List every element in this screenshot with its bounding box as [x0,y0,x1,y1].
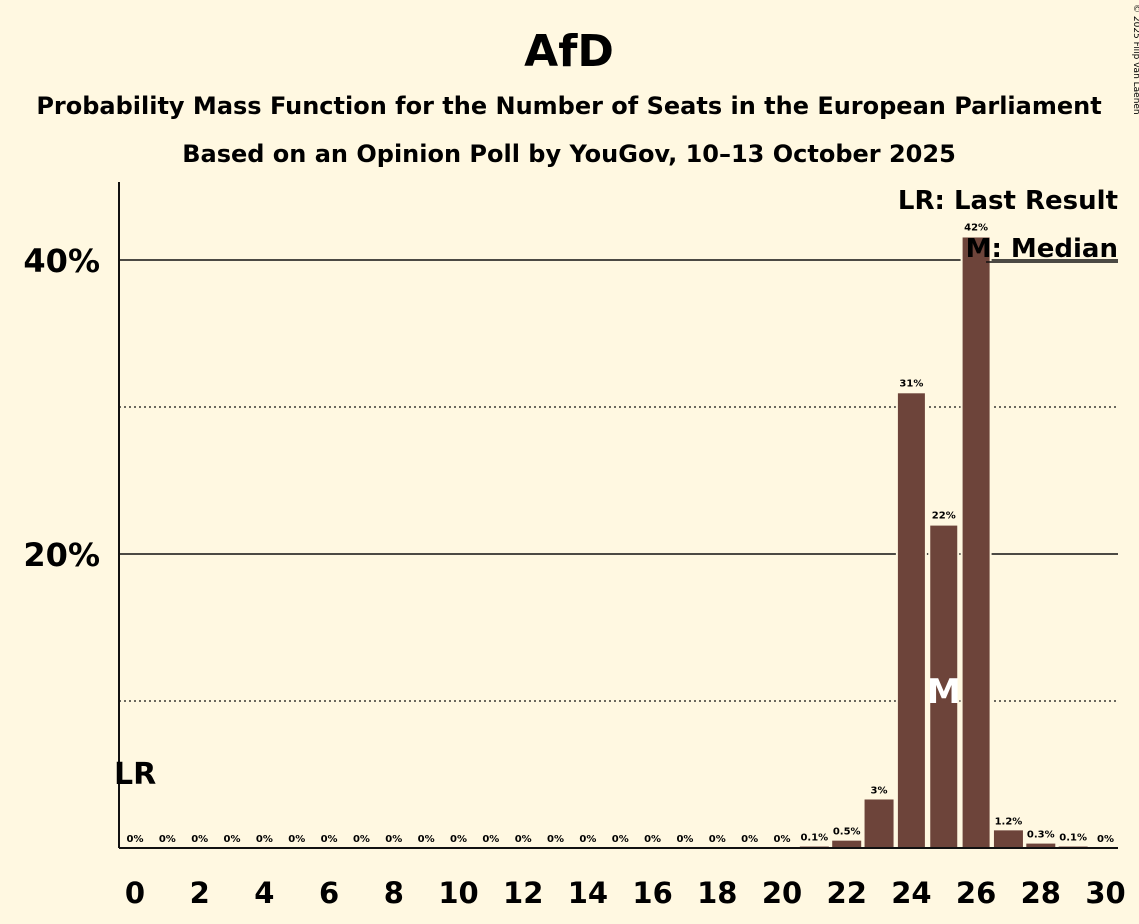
legend-last-result: LR: Last Result [898,186,1118,216]
data-label: 0% [774,834,791,845]
legend-median: M: Median [966,234,1118,264]
data-label: 0% [450,834,467,845]
chart-subtitle: Probability Mass Function for the Number… [36,92,1101,120]
data-labels: 0% 0% 0% 0% 0% 0% 0% 0% 0% 0% 0% 0% 0% 0% 0% 0% 0% 0% 0% 0%… [127,222,1114,845]
data-label: 0% [644,834,661,845]
bar [960,235,992,850]
data-label: 42% [964,222,988,233]
x-tick-label: 22 [827,876,867,910]
x-tick-label: 18 [697,876,737,910]
x-tick-label: 28 [1021,876,1061,910]
x-tick-label: 26 [956,876,996,910]
data-label: 0% [159,834,176,845]
data-label: 22% [932,511,956,522]
x-tick-label: 30 [1085,876,1125,910]
x-tick-label: 6 [319,876,339,910]
data-label: 0% [612,834,629,845]
data-label: 0.1% [1059,833,1087,844]
x-tick-label: 16 [632,876,672,910]
data-label: 0% [676,834,693,845]
chart-subtitle-2: Based on an Opinion Poll by YouGov, 10–1… [182,140,956,168]
x-tick-label: 14 [568,876,608,910]
data-label: 0% [191,834,208,845]
data-label: 0% [482,834,499,845]
data-label: 0.1% [800,833,828,844]
data-label: 0% [288,834,305,845]
data-label: 0% [547,834,564,845]
lr-marker: LR [114,757,156,792]
y-tick-label: 40% [23,242,100,280]
median-marker: M [927,672,961,712]
x-tick-label: 20 [762,876,802,910]
data-label: 0% [256,834,273,845]
y-tick-labels: 20% 40% [23,242,100,574]
data-label: 0% [321,834,338,845]
data-label: 0% [1097,834,1114,845]
bar [1026,843,1056,848]
data-label: 0% [418,834,435,845]
data-label: 0% [127,834,144,845]
x-tick-label: 4 [254,876,274,910]
bar [993,830,1023,848]
data-label: 0% [741,834,758,845]
y-tick-label: 20% [23,536,100,574]
bar [928,523,960,849]
copyright-text: © 2025 Filip van Laenen [1131,4,1139,115]
data-label: 0% [224,834,241,845]
x-tick-label: 2 [190,876,210,910]
bar [895,391,927,849]
x-tick-labels: 0 2 4 6 8 10 12 14 16 18 20 22 24 26 28 30 [125,876,1126,910]
bars [799,235,1088,850]
data-label: 0% [385,834,402,845]
data-label: 1.2% [995,816,1023,827]
data-label: 0.3% [1027,830,1055,841]
data-label: 0% [515,834,532,845]
data-label: 0% [709,834,726,845]
x-tick-label: 12 [503,876,543,910]
chart-title: AfD [524,26,614,77]
x-tick-label: 10 [438,876,478,910]
bar [832,840,862,848]
axes [118,182,1118,849]
data-label: 0% [353,834,370,845]
data-label: 0.5% [833,827,861,838]
data-label: 0% [579,834,596,845]
x-tick-label: 8 [384,876,404,910]
data-label: 31% [899,378,923,389]
bar [864,799,894,848]
x-tick-label: 24 [891,876,931,910]
x-tick-label: 0 [125,876,145,910]
data-label: 3% [871,785,888,796]
